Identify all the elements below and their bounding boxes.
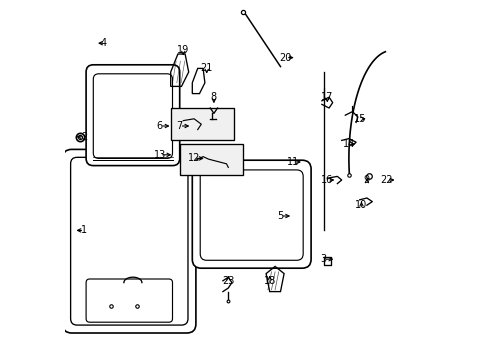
FancyBboxPatch shape <box>86 65 179 166</box>
Text: 21: 21 <box>200 63 212 73</box>
Text: 12: 12 <box>187 153 200 163</box>
Text: 18: 18 <box>263 276 275 286</box>
Text: 14: 14 <box>342 139 354 149</box>
FancyBboxPatch shape <box>192 160 310 268</box>
Text: 11: 11 <box>286 157 299 167</box>
Bar <box>170 108 233 140</box>
FancyBboxPatch shape <box>200 170 303 260</box>
Text: 1: 1 <box>81 225 87 235</box>
Text: 23: 23 <box>222 276 234 286</box>
FancyBboxPatch shape <box>70 157 187 325</box>
Text: 17: 17 <box>321 92 333 102</box>
FancyBboxPatch shape <box>62 149 196 333</box>
Text: 13: 13 <box>153 150 166 160</box>
Text: 3: 3 <box>320 254 326 264</box>
Text: 9: 9 <box>363 175 369 185</box>
Text: 20: 20 <box>279 53 291 63</box>
Text: 10: 10 <box>355 200 367 210</box>
Text: 8: 8 <box>210 92 217 102</box>
Text: 22: 22 <box>380 175 392 185</box>
Text: 16: 16 <box>321 175 333 185</box>
Text: 2: 2 <box>81 132 87 142</box>
Bar <box>179 144 242 175</box>
Text: 6: 6 <box>157 121 163 131</box>
Text: 19: 19 <box>177 45 189 55</box>
Text: 5: 5 <box>277 211 283 221</box>
FancyBboxPatch shape <box>86 279 172 322</box>
FancyBboxPatch shape <box>93 74 172 158</box>
Text: 7: 7 <box>176 121 183 131</box>
Text: 4: 4 <box>101 38 107 48</box>
Text: 15: 15 <box>353 114 365 124</box>
